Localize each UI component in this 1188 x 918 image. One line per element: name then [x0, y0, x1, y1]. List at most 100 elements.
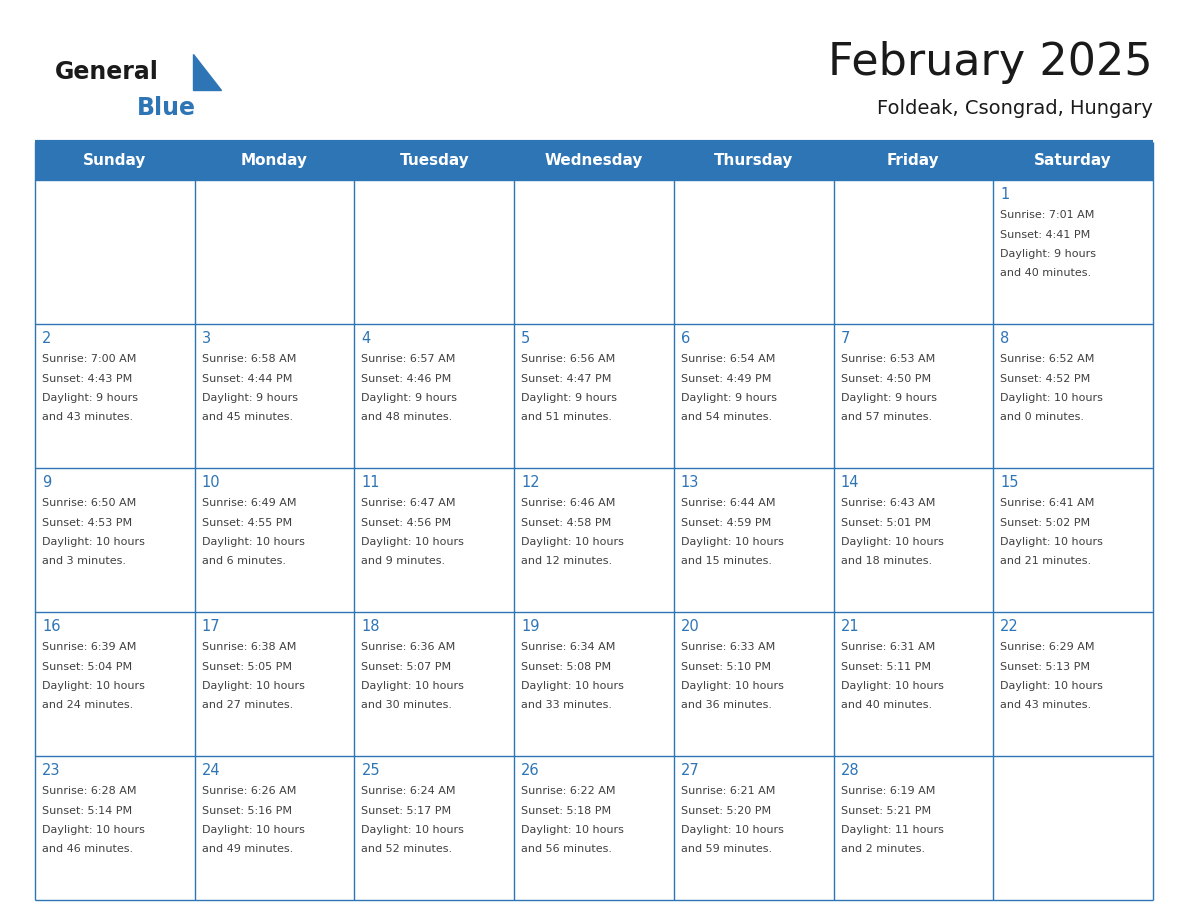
- Text: 15: 15: [1000, 475, 1019, 490]
- Text: and 6 minutes.: and 6 minutes.: [202, 556, 286, 566]
- Text: and 40 minutes.: and 40 minutes.: [841, 700, 931, 711]
- Text: Sunset: 4:56 PM: Sunset: 4:56 PM: [361, 518, 451, 528]
- Text: Wednesday: Wednesday: [545, 153, 643, 169]
- Text: Thursday: Thursday: [714, 153, 794, 169]
- Text: 24: 24: [202, 763, 220, 778]
- Bar: [195, 756, 354, 900]
- Text: and 43 minutes.: and 43 minutes.: [1000, 700, 1092, 711]
- Text: Daylight: 10 hours: Daylight: 10 hours: [361, 681, 465, 691]
- Text: 16: 16: [42, 619, 61, 634]
- Text: Sunset: 4:55 PM: Sunset: 4:55 PM: [202, 518, 292, 528]
- Text: and 33 minutes.: and 33 minutes.: [522, 700, 612, 711]
- Text: and 18 minutes.: and 18 minutes.: [841, 556, 931, 566]
- Text: Sunset: 4:46 PM: Sunset: 4:46 PM: [361, 374, 451, 384]
- Text: Daylight: 9 hours: Daylight: 9 hours: [841, 393, 936, 403]
- Bar: [674, 612, 834, 756]
- Text: and 43 minutes.: and 43 minutes.: [42, 412, 133, 422]
- Bar: [674, 756, 834, 900]
- Text: Daylight: 10 hours: Daylight: 10 hours: [681, 537, 784, 547]
- Bar: [993, 756, 1154, 900]
- Text: 7: 7: [841, 331, 849, 346]
- Text: Sunrise: 6:24 AM: Sunrise: 6:24 AM: [361, 786, 456, 796]
- Bar: [993, 324, 1154, 468]
- Text: Saturday: Saturday: [1035, 153, 1112, 169]
- Bar: [834, 612, 993, 756]
- Text: Daylight: 10 hours: Daylight: 10 hours: [202, 537, 304, 547]
- Text: Daylight: 9 hours: Daylight: 9 hours: [202, 393, 298, 403]
- Bar: [354, 612, 514, 756]
- Text: 27: 27: [681, 763, 700, 778]
- Text: Sunrise: 7:01 AM: Sunrise: 7:01 AM: [1000, 210, 1094, 220]
- Text: Sunset: 5:17 PM: Sunset: 5:17 PM: [361, 805, 451, 815]
- Text: Sunrise: 6:21 AM: Sunrise: 6:21 AM: [681, 786, 776, 796]
- Text: 6: 6: [681, 331, 690, 346]
- Text: 8: 8: [1000, 331, 1010, 346]
- Text: 19: 19: [522, 619, 539, 634]
- Text: Sunrise: 6:22 AM: Sunrise: 6:22 AM: [522, 786, 615, 796]
- Text: Sunset: 5:11 PM: Sunset: 5:11 PM: [841, 662, 930, 671]
- Text: 23: 23: [42, 763, 61, 778]
- Text: and 46 minutes.: and 46 minutes.: [42, 845, 133, 855]
- Text: Sunset: 5:10 PM: Sunset: 5:10 PM: [681, 662, 771, 671]
- Text: Sunset: 5:07 PM: Sunset: 5:07 PM: [361, 662, 451, 671]
- Text: Sunrise: 6:52 AM: Sunrise: 6:52 AM: [1000, 354, 1094, 364]
- Text: Daylight: 10 hours: Daylight: 10 hours: [1000, 537, 1104, 547]
- Bar: [674, 142, 834, 180]
- Text: Daylight: 10 hours: Daylight: 10 hours: [1000, 393, 1104, 403]
- Text: Sunset: 4:50 PM: Sunset: 4:50 PM: [841, 374, 930, 384]
- Bar: [834, 324, 993, 468]
- Text: and 48 minutes.: and 48 minutes.: [361, 412, 453, 422]
- Bar: [34, 324, 195, 468]
- Text: Sunset: 4:47 PM: Sunset: 4:47 PM: [522, 374, 612, 384]
- Text: Sunset: 5:05 PM: Sunset: 5:05 PM: [202, 662, 292, 671]
- Bar: [34, 180, 195, 324]
- Bar: [354, 142, 514, 180]
- Text: and 40 minutes.: and 40 minutes.: [1000, 268, 1092, 278]
- Text: and 51 minutes.: and 51 minutes.: [522, 412, 612, 422]
- Text: Daylight: 10 hours: Daylight: 10 hours: [681, 681, 784, 691]
- Text: Sunset: 4:44 PM: Sunset: 4:44 PM: [202, 374, 292, 384]
- Text: Friday: Friday: [887, 153, 940, 169]
- Bar: [674, 324, 834, 468]
- Text: 2: 2: [42, 331, 51, 346]
- Text: Daylight: 10 hours: Daylight: 10 hours: [42, 537, 145, 547]
- Text: Sunrise: 6:56 AM: Sunrise: 6:56 AM: [522, 354, 615, 364]
- Text: and 54 minutes.: and 54 minutes.: [681, 412, 772, 422]
- Text: Sunrise: 6:39 AM: Sunrise: 6:39 AM: [42, 642, 137, 652]
- Text: and 0 minutes.: and 0 minutes.: [1000, 412, 1085, 422]
- Text: and 57 minutes.: and 57 minutes.: [841, 412, 931, 422]
- Text: Sunrise: 6:38 AM: Sunrise: 6:38 AM: [202, 642, 296, 652]
- Text: Sunset: 5:16 PM: Sunset: 5:16 PM: [202, 805, 292, 815]
- Text: Sunrise: 7:00 AM: Sunrise: 7:00 AM: [42, 354, 137, 364]
- Text: and 45 minutes.: and 45 minutes.: [202, 412, 292, 422]
- Bar: [195, 142, 354, 180]
- Text: and 21 minutes.: and 21 minutes.: [1000, 556, 1092, 566]
- Text: and 49 minutes.: and 49 minutes.: [202, 845, 293, 855]
- Bar: [34, 468, 195, 612]
- Text: Daylight: 10 hours: Daylight: 10 hours: [361, 825, 465, 835]
- Bar: [674, 468, 834, 612]
- Text: Daylight: 10 hours: Daylight: 10 hours: [841, 537, 943, 547]
- Text: 5: 5: [522, 331, 530, 346]
- Text: 17: 17: [202, 619, 220, 634]
- Bar: [514, 324, 674, 468]
- Text: Sunset: 4:43 PM: Sunset: 4:43 PM: [42, 374, 132, 384]
- Text: Monday: Monday: [241, 153, 308, 169]
- Bar: [993, 180, 1154, 324]
- Bar: [514, 756, 674, 900]
- Text: and 27 minutes.: and 27 minutes.: [202, 700, 293, 711]
- Text: Sunset: 4:49 PM: Sunset: 4:49 PM: [681, 374, 771, 384]
- Text: 18: 18: [361, 619, 380, 634]
- Text: 10: 10: [202, 475, 220, 490]
- Text: 1: 1: [1000, 187, 1010, 202]
- Text: Sunset: 4:52 PM: Sunset: 4:52 PM: [1000, 374, 1091, 384]
- Bar: [514, 468, 674, 612]
- Bar: [993, 468, 1154, 612]
- Bar: [354, 756, 514, 900]
- Bar: [34, 612, 195, 756]
- Text: Sunrise: 6:54 AM: Sunrise: 6:54 AM: [681, 354, 776, 364]
- Bar: [834, 180, 993, 324]
- Bar: [354, 468, 514, 612]
- Text: and 36 minutes.: and 36 minutes.: [681, 700, 772, 711]
- Bar: [674, 180, 834, 324]
